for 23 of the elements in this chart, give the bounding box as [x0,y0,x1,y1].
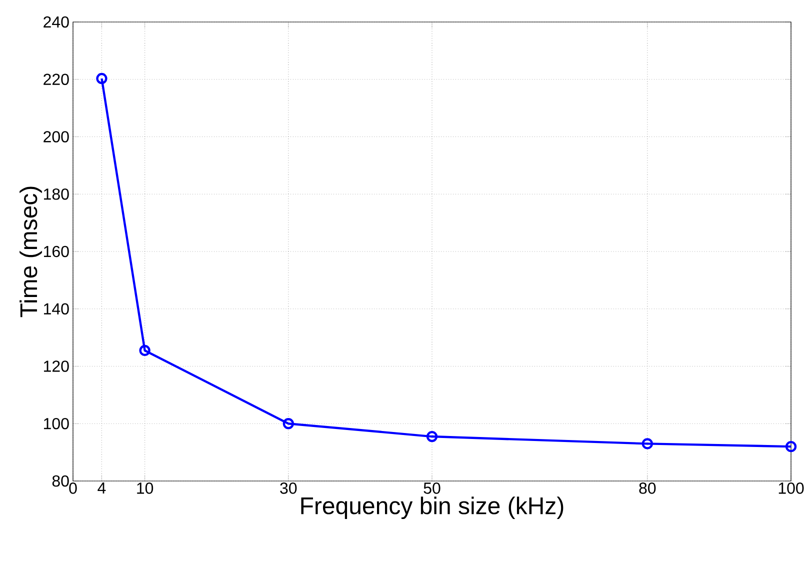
x-tick-label: 50 [424,482,440,494]
y-tick-label: 220 [44,74,69,86]
point [785,440,797,452]
y-tick-label: 120 [44,360,69,372]
y-tick-label: 140 [44,303,69,315]
x-tick-label: 30 [280,482,297,494]
y-tick-label: 100 [44,418,69,430]
point [642,438,653,450]
x-axis-title: Frequency bin size (kHz) [301,496,564,520]
x-tick-label: 0 [69,482,77,494]
point [96,72,108,84]
x-tick-label: 4 [98,482,106,494]
point [426,430,438,442]
y-tick-label: 200 [44,131,69,142]
point [139,344,150,356]
y-tick-label: 240 [44,16,69,28]
x-tick-label: 80 [639,482,656,494]
y-tick-label: 160 [44,246,69,258]
x-tick-label: 100 [778,482,804,494]
point [282,418,294,430]
y-axis-title: Time (msec) [20,186,42,318]
y-tick-label: 180 [44,188,69,200]
x-tick-label: 10 [137,482,154,494]
